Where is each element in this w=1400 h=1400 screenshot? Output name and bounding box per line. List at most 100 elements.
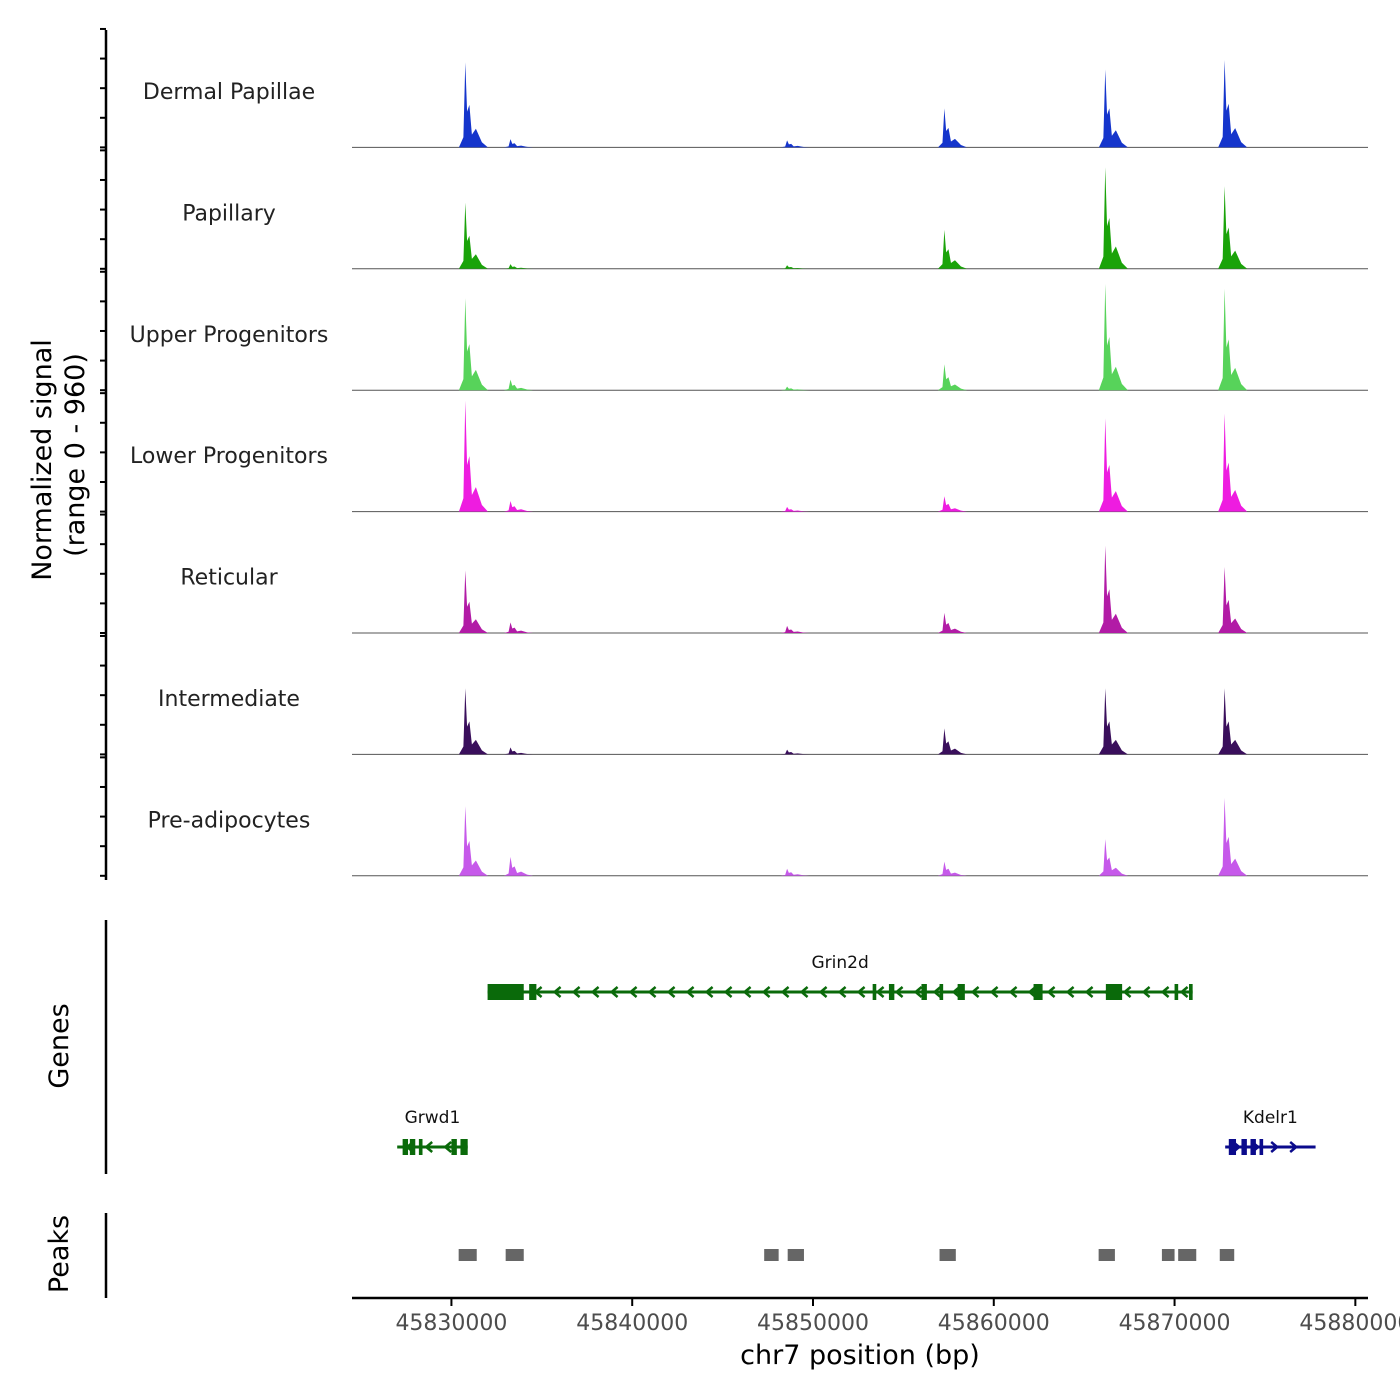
exon xyxy=(529,984,537,1000)
signal-peak xyxy=(1218,59,1248,148)
x-tick-label: 45850000 xyxy=(757,1311,869,1336)
signal-peak xyxy=(780,625,810,633)
signal-peak xyxy=(504,500,534,512)
gene-label: Grwd1 xyxy=(405,1108,461,1128)
strand-arrow xyxy=(685,986,695,998)
strand-arrow xyxy=(1179,986,1189,998)
strand-arrow xyxy=(856,986,866,998)
track-label: Lower Progenitors xyxy=(130,444,328,469)
peak-region xyxy=(1178,1249,1197,1261)
strand-arrow xyxy=(628,986,638,998)
strand-arrow xyxy=(932,986,942,998)
peak-region xyxy=(1161,1249,1175,1261)
signal-y-ticks xyxy=(100,27,106,877)
strand-arrow xyxy=(1008,986,1018,998)
signal-peak xyxy=(937,364,967,391)
signal-peak xyxy=(504,264,534,269)
strand-arrow xyxy=(818,986,828,998)
track-intermediate: Intermediate xyxy=(158,687,1368,755)
signal-peak xyxy=(1218,413,1248,512)
x-tick-label: 45880000 xyxy=(1299,1311,1400,1336)
strand-arrow xyxy=(1046,986,1056,998)
signal-peak xyxy=(937,861,967,876)
exon xyxy=(1228,1139,1237,1155)
exon xyxy=(939,984,944,1000)
track-label: Pre-adipocytes xyxy=(148,808,311,833)
peak-region xyxy=(505,1249,524,1261)
track-lower-progenitors: Lower Progenitors xyxy=(130,400,1368,513)
signal-peak xyxy=(1218,797,1248,876)
gene-grwd1: Grwd1 xyxy=(397,1108,468,1155)
exon xyxy=(872,984,877,1000)
exon xyxy=(451,1139,457,1155)
strand-arrow xyxy=(590,986,600,998)
strand-arrow xyxy=(742,986,752,998)
track-label: Reticular xyxy=(180,566,278,591)
strand-arrow xyxy=(704,986,714,998)
x-tick-label: 45860000 xyxy=(938,1311,1050,1336)
x-axis-title: chr7 position (bp) xyxy=(740,1340,980,1371)
exon xyxy=(921,984,927,1000)
track-dermal-papillae: Dermal Papillae xyxy=(143,59,1368,148)
track-pre-adipocytes: Pre-adipocytes xyxy=(148,797,1368,877)
strand-arrow xyxy=(989,986,999,998)
signal-ylabel-line1: Normalized signal xyxy=(27,339,58,581)
strand-arrow xyxy=(1289,1141,1299,1153)
signal-peak xyxy=(937,612,967,633)
signal-peak xyxy=(504,379,534,391)
strand-arrow xyxy=(970,986,980,998)
signal-peak xyxy=(1098,69,1128,148)
track-upper-progenitors: Upper Progenitors xyxy=(130,283,1368,391)
exon xyxy=(1174,984,1179,1000)
signal-peak xyxy=(458,570,488,633)
signal-peak xyxy=(504,856,534,876)
signal-peak xyxy=(504,747,534,755)
signal-peak xyxy=(1098,839,1128,876)
strand-arrow xyxy=(951,986,961,998)
strand-arrow xyxy=(761,986,771,998)
exon xyxy=(1033,984,1043,1000)
exon xyxy=(487,984,524,1000)
strand-arrow xyxy=(666,986,676,998)
peak-region xyxy=(1098,1249,1115,1261)
gene-models: Grin2d Grwd1 Kdelr1 xyxy=(397,953,1316,1155)
exon xyxy=(957,984,965,1000)
signal-peak xyxy=(458,62,488,148)
exon xyxy=(1250,1139,1256,1155)
peaks-ylabel: Peaks xyxy=(44,1215,75,1293)
gene-grin2d: Grin2d xyxy=(487,953,1193,1000)
x-tick-label: 45840000 xyxy=(576,1311,688,1336)
signal-peak xyxy=(780,506,810,512)
signal-peak xyxy=(937,229,967,269)
strand-arrow xyxy=(799,986,809,998)
strand-arrow xyxy=(1065,986,1075,998)
exon xyxy=(460,1139,468,1155)
strand-arrow xyxy=(837,986,847,998)
strand-arrow xyxy=(443,1141,452,1153)
gene-kdelr1: Kdelr1 xyxy=(1225,1108,1316,1155)
track-label: Papillary xyxy=(182,201,276,226)
exon xyxy=(402,1139,409,1155)
x-axis-ticks: 45830000 45840000 45850000 45860000 45870000… xyxy=(395,1298,1400,1336)
exon xyxy=(418,1139,423,1155)
strand-arrow xyxy=(609,986,619,998)
x-tick-label: 45870000 xyxy=(1119,1311,1231,1336)
exon xyxy=(1259,1139,1264,1155)
strand-arrow xyxy=(647,986,657,998)
peak-region xyxy=(764,1249,779,1261)
signal-peak xyxy=(504,139,534,148)
strand-arrow xyxy=(1270,1141,1280,1153)
signal-peak xyxy=(1098,167,1128,269)
strand-arrow xyxy=(552,986,562,998)
signal-peak xyxy=(1218,688,1248,755)
signal-peak xyxy=(1098,545,1128,633)
signal-peak xyxy=(1218,288,1248,391)
signal-peak xyxy=(458,298,488,391)
signal-peak xyxy=(1098,283,1128,391)
signal-peak xyxy=(458,688,488,755)
peak-region xyxy=(1219,1249,1235,1261)
strand-arrow xyxy=(571,986,581,998)
track-label: Intermediate xyxy=(158,687,300,712)
signal-peak xyxy=(780,265,810,269)
